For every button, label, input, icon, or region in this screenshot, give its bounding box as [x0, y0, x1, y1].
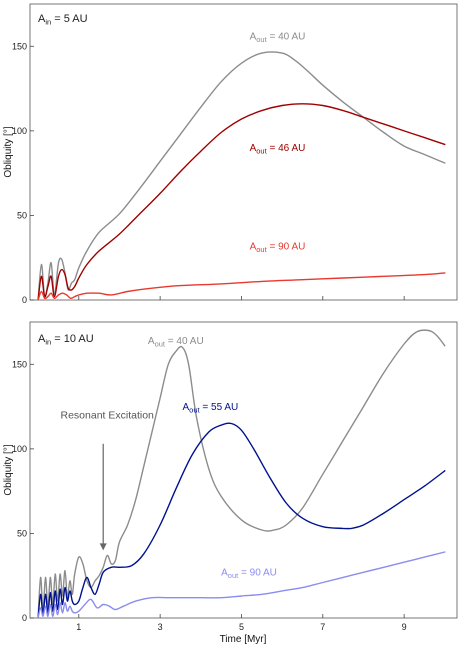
- x-tick-label: 3: [158, 622, 163, 632]
- x-ticks: [78, 296, 405, 300]
- annotation-arrow-head: [99, 543, 107, 551]
- series-line-a-out-90-au: [37, 551, 446, 618]
- annotation-text: Resonant Excitation: [61, 409, 155, 421]
- panel-ain-5au: Ain = 5 AU Obliquity [°] 0 50 100 150 Aout …: [3, 3, 458, 305]
- y-tick-label: 100: [12, 126, 27, 136]
- series-labels: Aout = 40 AU Aout = 46 AU Aout = 90 AU: [250, 32, 306, 254]
- series-label-a-out-40-au: Aout = 40 AU: [250, 32, 306, 45]
- y-tick-label: 0: [22, 295, 27, 305]
- y-axis-label: Obliquity [°]: [3, 126, 14, 177]
- annotation-group: Resonant Excitation: [61, 409, 155, 551]
- y-axis-label: Obliquity [°]: [3, 444, 14, 495]
- y-tick-label: 50: [17, 528, 27, 538]
- y-tick-label: 100: [12, 444, 27, 454]
- series-line-a-out-55-au: [37, 422, 446, 618]
- series-label-a-out-90-au: Aout = 90 AU: [221, 568, 277, 581]
- series-group: [37, 329, 446, 618]
- series-group: [37, 51, 446, 300]
- series-line-a-out-90-au: [37, 272, 446, 300]
- x-tick-label: 5: [239, 622, 244, 632]
- plot-frame: [29, 3, 458, 301]
- series-line-a-out-40-au: [37, 329, 446, 618]
- series-line-a-out-46-au: [37, 103, 446, 300]
- x-tick-label: 9: [402, 622, 407, 632]
- x-tick-label: 7: [320, 622, 325, 632]
- panel-ain-10au: Ain = 10 AU Obliquity [°] Time [Myr] 050…: [3, 321, 458, 645]
- series-label-a-out-46-au: Aout = 46 AU: [250, 143, 306, 156]
- panel-title: Ain = 10 AU: [38, 333, 94, 347]
- y-ticks: 0 50 100 150: [12, 359, 34, 623]
- y-tick-label: 150: [12, 41, 27, 51]
- x-axis-label: Time [Myr]: [220, 634, 267, 645]
- y-tick-label: 150: [12, 359, 27, 369]
- plot-frame: [29, 321, 458, 619]
- x-tick-label: 1: [76, 622, 81, 632]
- series-labels: Aout = 40 AU Aout = 55 AU Aout = 90 AU: [148, 336, 277, 580]
- y-tick-label: 0: [22, 613, 27, 623]
- panel-title: Ain = 5 AU: [38, 13, 88, 27]
- x-ticks: 1 3 5 7 9: [76, 614, 407, 632]
- y-ticks: 0 50 100 150: [12, 41, 34, 305]
- series-label-a-out-40-au: Aout = 40 AU: [148, 336, 204, 349]
- y-tick-label: 50: [17, 210, 27, 220]
- series-label-a-out-55-au: Aout = 55 AU: [183, 402, 239, 415]
- series-label-a-out-90-au: Aout = 90 AU: [250, 241, 306, 254]
